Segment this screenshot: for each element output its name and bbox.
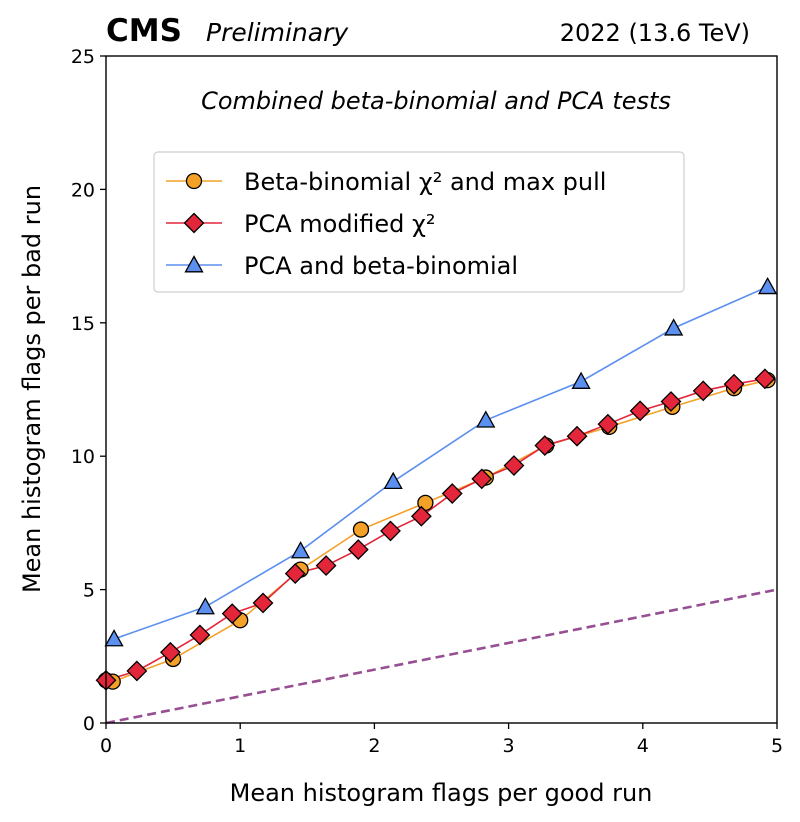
data-point-s1 xyxy=(503,455,525,476)
series-line-2 xyxy=(113,286,768,640)
legend-label: Beta-binomial χ² and max pull xyxy=(244,168,606,196)
data-point-s1 xyxy=(126,660,148,682)
data-point-s1 xyxy=(566,425,588,447)
data-point-s1 xyxy=(471,468,493,490)
data-point-s2 xyxy=(195,597,215,615)
data-point-s1 xyxy=(221,603,243,625)
legend-box xyxy=(153,151,685,293)
data-point-s1 xyxy=(315,555,337,577)
data-point-s1 xyxy=(159,641,181,663)
data-point-s1 xyxy=(754,368,776,390)
experiment-label: CMS xyxy=(106,13,182,49)
data-point-s1 xyxy=(597,413,619,435)
x-tick-label: 5 xyxy=(771,735,783,757)
x-tick-label: 3 xyxy=(503,735,515,757)
data-point-s0 xyxy=(352,521,370,538)
data-point-s1 xyxy=(692,380,714,402)
plot-frame xyxy=(105,55,778,724)
x-tick-label: 0 xyxy=(100,735,112,757)
x-tick-label: 1 xyxy=(234,735,246,757)
legend-marker xyxy=(184,255,204,273)
data-point-s1 xyxy=(534,435,556,456)
data-point-s2 xyxy=(758,276,778,295)
data-point-s2 xyxy=(476,410,496,428)
y-tick-label: 15 xyxy=(71,313,95,335)
legend: Beta-binomial χ² and max pull PCA modifie… xyxy=(153,151,685,293)
y-tick-label: 0 xyxy=(83,713,95,735)
legend-label: PCA and beta-binomial xyxy=(244,252,518,280)
legend-marker xyxy=(183,212,205,234)
legend-label: PCA modified χ² xyxy=(244,210,435,238)
x-tick-label: 4 xyxy=(637,735,649,757)
data-point-s1 xyxy=(629,400,651,422)
x-tick-label: 2 xyxy=(368,735,380,757)
status-label: Preliminary xyxy=(206,18,349,47)
data-point-s1 xyxy=(441,483,463,504)
data-point-s2 xyxy=(664,318,684,336)
y-tick-label: 25 xyxy=(71,46,95,68)
data-point-s2 xyxy=(290,541,311,559)
data-point-s1 xyxy=(189,624,211,646)
plot-layer: 0 1 2 3 4 5 0 5 10 15 20 25 xyxy=(71,46,783,757)
data-point-s1 xyxy=(284,563,306,585)
legend-items: Beta-binomial χ² and max pull PCA modifie… xyxy=(166,168,606,280)
data-point-s1 xyxy=(660,391,682,412)
legend-marker xyxy=(185,172,203,190)
data-point-s2 xyxy=(383,471,403,489)
data-point-s2 xyxy=(571,371,591,389)
data-point-s1 xyxy=(380,520,401,542)
y-tick-label: 20 xyxy=(71,179,95,201)
data-point-s1 xyxy=(347,539,369,560)
series-line-1 xyxy=(105,378,766,682)
x-axis-label: Mean histogram flags per good run xyxy=(230,779,653,807)
annotation-text: Combined beta-binomial and PCA tests xyxy=(201,87,671,115)
run-info-label: 2022 (13.6 TeV) xyxy=(560,19,750,47)
data-point-s1 xyxy=(410,505,432,527)
data-point-s1 xyxy=(252,592,274,614)
y-tick-label: 5 xyxy=(83,580,95,602)
series-line-3 xyxy=(105,588,778,725)
data-point-s2 xyxy=(104,629,124,647)
data-point-s1 xyxy=(723,373,745,395)
y-tick-label: 10 xyxy=(71,446,95,468)
y-axis-label: Mean histogram flags per bad run xyxy=(18,185,46,593)
